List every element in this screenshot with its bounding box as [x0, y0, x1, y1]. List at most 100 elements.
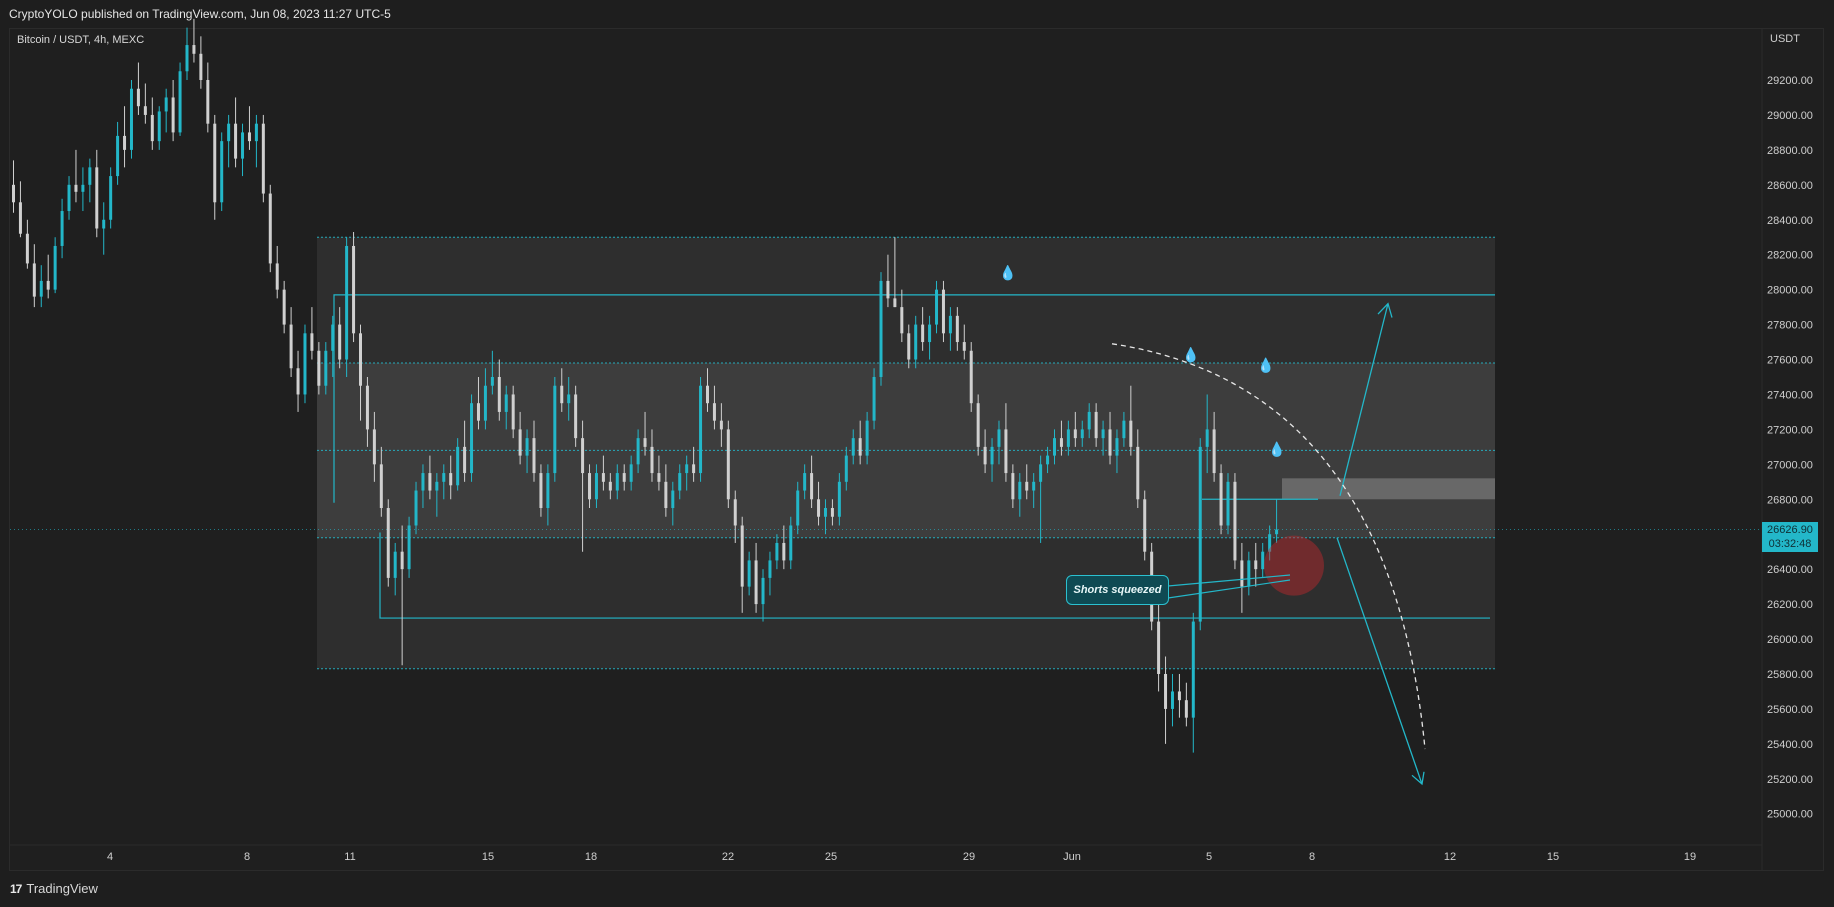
candle-body	[1212, 429, 1216, 474]
candle-body	[1275, 529, 1279, 535]
candle-body	[213, 123, 217, 203]
candle-body	[393, 551, 397, 578]
range-top-line	[333, 294, 1495, 503]
price-tick-label: 25000.00	[1767, 809, 1813, 821]
candle-body	[886, 280, 890, 299]
candle-body	[893, 298, 897, 308]
candle-body	[594, 473, 598, 500]
candle-body	[546, 473, 550, 509]
candle-body	[837, 481, 841, 517]
date-tick-label: 29	[963, 851, 975, 863]
upside-arrowhead	[1377, 302, 1393, 318]
candle-body	[116, 135, 120, 177]
candle-body	[907, 333, 911, 360]
candle-body	[1170, 691, 1174, 709]
bar-countdown: 03:32:48	[1768, 538, 1812, 550]
candle-body	[761, 577, 765, 605]
candle-body	[338, 324, 342, 360]
shorts-squeezed-callout: Shorts squeezed	[1066, 575, 1169, 605]
candle-body	[324, 350, 328, 386]
candle-body	[400, 551, 404, 570]
callout-pointer	[1167, 579, 1291, 599]
candle-body	[449, 473, 453, 486]
candle-body	[615, 473, 619, 491]
candle-body	[129, 88, 133, 150]
candle-body	[435, 481, 439, 491]
candle-body	[310, 333, 314, 351]
candle-body	[18, 202, 22, 234]
candle-body	[768, 560, 772, 578]
candle-body	[560, 385, 564, 404]
candle-body	[636, 438, 640, 465]
candle-body	[955, 315, 959, 343]
tradingview-logo[interactable]: 17 TradingView	[10, 881, 98, 896]
candle-body	[706, 385, 709, 404]
candle-body	[900, 307, 904, 334]
rejection-curve	[1111, 343, 1426, 750]
candle-body	[345, 245, 349, 360]
candle-body	[719, 420, 723, 430]
candle-body	[588, 473, 592, 500]
candle-body	[282, 289, 286, 325]
candle-body	[1004, 429, 1008, 474]
resistance-zone	[1282, 478, 1495, 500]
liquidity-drop-icon: 💧	[999, 264, 1016, 281]
publisher-text: CryptoYOLO published on TradingView.com,…	[9, 7, 391, 21]
candle-body	[95, 167, 99, 229]
candle-body	[171, 97, 175, 133]
candle-body	[1046, 455, 1050, 465]
candle-body	[1157, 621, 1161, 674]
price-tick-label: 25400.00	[1767, 739, 1813, 751]
candle-body	[123, 135, 127, 150]
candle-body	[1101, 429, 1105, 439]
candle-body	[1247, 560, 1251, 587]
candle-body	[268, 193, 272, 264]
candle-body	[796, 490, 800, 526]
candle-body	[1177, 691, 1181, 701]
candle-body	[983, 446, 987, 465]
price-tick-label: 26200.00	[1767, 599, 1813, 611]
candle-body	[497, 376, 501, 412]
candle-body	[650, 446, 654, 474]
candle-body	[1087, 411, 1091, 430]
candle-body	[1254, 560, 1258, 570]
candle-body	[1191, 621, 1195, 718]
price-tick-label: 28200.00	[1767, 250, 1813, 262]
price-tick-label: 26400.00	[1767, 564, 1813, 576]
squeeze-highlight	[1264, 535, 1324, 596]
candle-body	[275, 263, 279, 290]
candle-body	[261, 123, 265, 194]
candle-body	[220, 141, 224, 203]
candle-body	[490, 376, 494, 386]
date-tick-label: 5	[1206, 851, 1212, 863]
candle-body	[483, 385, 487, 421]
candle-body	[289, 324, 293, 369]
candle-body	[164, 97, 168, 112]
candle-body	[921, 324, 925, 343]
candle-body	[1094, 411, 1098, 439]
footer: 17 TradingView	[0, 871, 1834, 907]
candle-body	[428, 473, 432, 491]
candle-body	[178, 71, 182, 133]
candle-body	[352, 245, 356, 334]
candle-body	[567, 394, 571, 404]
candle-body	[88, 167, 92, 185]
candle-body	[192, 45, 196, 54]
candle-body	[102, 219, 106, 229]
candle-body	[879, 280, 883, 377]
candle-body	[1240, 560, 1244, 587]
candle-body	[1129, 420, 1133, 447]
candle-body	[25, 233, 29, 264]
downside-projection-arrow	[1336, 537, 1423, 785]
candle-body	[1053, 438, 1056, 456]
candle-body	[865, 420, 869, 456]
callout-pointer	[1167, 574, 1291, 587]
candle-body	[470, 403, 474, 474]
candle-body	[643, 438, 647, 447]
tradingview-logo-icon: 17	[10, 881, 22, 896]
price-tick-label: 26000.00	[1767, 634, 1813, 646]
liquidity-drop-icon: 💧	[1268, 441, 1285, 458]
candle-body	[206, 80, 210, 124]
candle-body	[365, 385, 369, 430]
